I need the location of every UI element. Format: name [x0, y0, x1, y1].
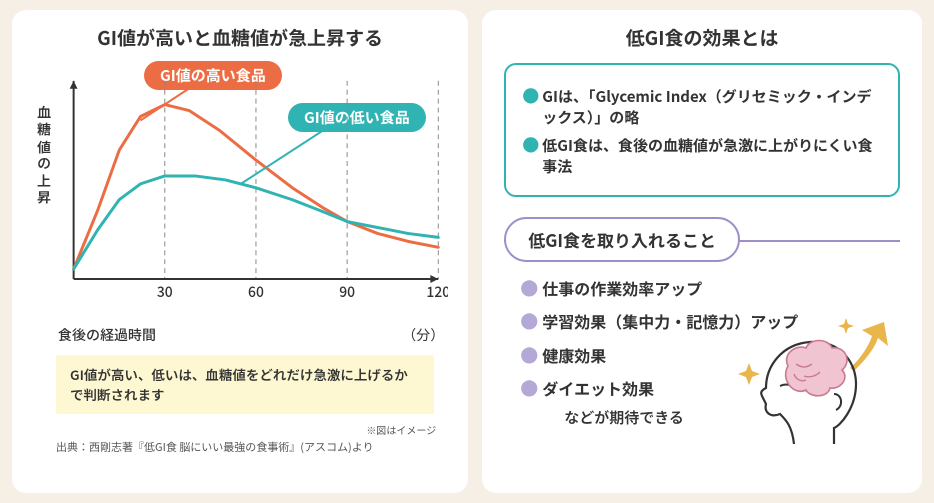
bullet-icon: ●	[522, 82, 539, 107]
right-title: 低GI食の効果とは	[500, 24, 904, 51]
gi-definition-box: ●GIは、「Glycemic Index（グリセミック・インデックス）」の略 ●…	[504, 63, 900, 197]
benefits-heading: 低GI食を取り入れること	[504, 217, 740, 262]
chart-svg: 30 60 90 120	[32, 61, 448, 319]
right-panel: 低GI食の効果とは ●GIは、「Glycemic Index（グリセミック・イン…	[482, 10, 922, 493]
benefit-text: ダイエット効果	[542, 376, 654, 400]
benefits-list: ●仕事の作業効率アップ ●学習効果（集中力・記憶力）アップ ●健康効果 ●ダイエ…	[520, 272, 892, 428]
dot-icon: ●	[520, 375, 538, 401]
source-citation: 出典：西剛志著『低GI食 脳にいい最強の食事術』(アスコム)より	[56, 439, 450, 455]
left-title: GI値が高いと血糖値が急上昇する	[30, 24, 450, 51]
brain-icon	[786, 341, 847, 396]
benefit-text: 健康効果	[542, 343, 606, 367]
dot-icon: ●	[520, 275, 538, 301]
svg-text:60: 60	[248, 281, 264, 301]
info-text-2: 低GI食は、食後の血糖値が急激に上がりにくい食事法	[542, 135, 872, 177]
svg-text:120: 120	[426, 281, 448, 301]
x-axis-unit: （分）	[30, 325, 444, 345]
svg-text:30: 30	[157, 281, 173, 301]
image-caption: ※図はイメージ	[30, 422, 436, 437]
benefit-item: ●仕事の作業効率アップ	[520, 272, 892, 305]
info-text-1: GIは、「Glycemic Index（グリセミック・インデックス）」の略	[542, 86, 871, 128]
dot-icon: ●	[520, 342, 538, 368]
svg-text:90: 90	[339, 281, 355, 301]
info-line-1: ●GIは、「Glycemic Index（グリセミック・インデックス）」の略	[522, 83, 882, 128]
dot-icon: ●	[520, 308, 538, 334]
ear-icon	[834, 394, 841, 410]
benefits-heading-wrap: 低GI食を取り入れること	[504, 217, 900, 262]
left-panel: GI値が高いと血糖値が急上昇する 血糖値の上昇 GI値の高い食品 GI値の低い食…	[12, 10, 468, 493]
info-line-2: ●低GI食は、食後の血糖値が急激に上がりにくい食事法	[522, 132, 882, 177]
bullet-icon: ●	[522, 131, 539, 156]
note-box: GI値が高い、低いは、血糖値をどれだけ急激に上げるかで判断されます	[56, 355, 434, 414]
benefit-text: 仕事の作業効率アップ	[542, 276, 702, 300]
gi-chart: 血糖値の上昇 GI値の高い食品 GI値の低い食品 306090120	[32, 61, 448, 321]
arrow-up-icon	[850, 322, 888, 371]
brain-head-illustration	[736, 316, 896, 446]
